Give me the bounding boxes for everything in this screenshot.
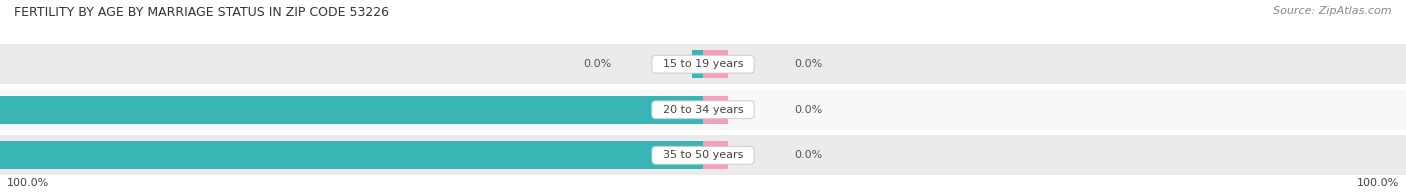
Text: 100.0%: 100.0% bbox=[1357, 178, 1399, 188]
Text: Source: ZipAtlas.com: Source: ZipAtlas.com bbox=[1274, 6, 1392, 16]
Bar bbox=[0, 135, 1406, 175]
Bar bbox=[0, 96, 703, 124]
Text: 15 to 19 years: 15 to 19 years bbox=[655, 59, 751, 69]
Text: 0.0%: 0.0% bbox=[794, 150, 823, 160]
Text: 20 to 34 years: 20 to 34 years bbox=[655, 105, 751, 115]
Bar bbox=[0, 44, 1406, 84]
Bar bbox=[703, 96, 728, 124]
Text: FERTILITY BY AGE BY MARRIAGE STATUS IN ZIP CODE 53226: FERTILITY BY AGE BY MARRIAGE STATUS IN Z… bbox=[14, 6, 389, 19]
Text: 0.0%: 0.0% bbox=[583, 59, 612, 69]
Bar bbox=[0, 90, 1406, 130]
Text: 35 to 50 years: 35 to 50 years bbox=[655, 150, 751, 160]
Bar bbox=[703, 50, 728, 78]
Text: 0.0%: 0.0% bbox=[794, 105, 823, 115]
Text: 0.0%: 0.0% bbox=[794, 59, 823, 69]
Bar bbox=[693, 50, 703, 78]
Bar bbox=[703, 141, 728, 169]
Text: 100.0%: 100.0% bbox=[7, 178, 49, 188]
Bar bbox=[0, 141, 703, 169]
